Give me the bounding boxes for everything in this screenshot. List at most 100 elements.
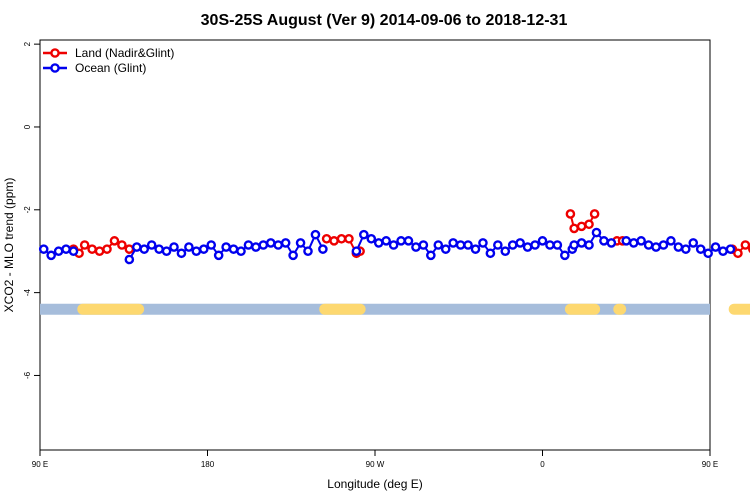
data-point [303,246,313,257]
data-point [537,236,548,246]
data-point [565,209,576,219]
data-point [117,240,127,250]
data-point [221,242,231,252]
data-point [124,244,135,254]
y-tick-label: -2 [23,206,32,214]
y-tick-label: -4 [23,289,32,297]
data-point [176,248,187,259]
data-point [478,238,488,248]
data-point [46,250,56,261]
data-point [621,236,632,246]
data-point [366,233,377,244]
data-point [359,229,369,240]
data-point [265,238,276,248]
legend-marker [50,48,60,58]
data-point [102,244,112,254]
legend-label: Ocean (Glint) [75,61,146,75]
data-point [169,242,179,252]
data-point [38,244,49,254]
data-point [396,236,406,246]
data-point [589,209,600,219]
data-point [507,240,518,250]
data-point [628,238,639,248]
data-point [493,240,503,250]
data-point [688,238,699,248]
legend-label: Land (Nadir&Glint) [75,46,174,60]
y-axis: 2 0 -2 -4 -6 [23,41,40,379]
data-point [599,236,609,246]
data-point [154,244,164,254]
data-point [321,233,332,244]
data-point [191,246,202,257]
data-point [470,244,481,254]
series-layer [38,209,750,265]
data-point [109,236,120,246]
data-point [569,223,579,234]
data-point [61,244,71,254]
data-point [418,240,429,250]
data-point [388,240,399,250]
data-point [161,246,172,257]
data-point [500,246,511,257]
data-point [530,240,540,250]
data-point [228,244,239,254]
data-point [213,250,224,261]
x-tick-label: 180 [201,460,215,469]
data-point [236,246,246,257]
data-point [576,238,587,248]
data-point [124,254,135,265]
data-point [651,242,661,252]
data-point [522,242,533,252]
x-tick-label: 0 [540,460,545,469]
data-point [681,244,691,254]
x-tick-label: 90 W [366,460,385,469]
y-tick-label: 2 [23,41,32,46]
data-point [146,240,157,250]
y-tick-label: -6 [23,371,32,379]
data-point [273,240,284,250]
y-tick-label: 0 [23,124,32,129]
data-point [344,233,354,244]
data-point [718,246,728,257]
data-point [695,244,706,254]
legend-marker [50,63,60,73]
data-point [584,219,594,230]
data-point [545,240,555,250]
data-point [733,248,743,259]
data-point [636,236,646,246]
data-point [463,240,473,250]
data-point [673,242,684,252]
data-point [560,250,570,261]
data-point [403,236,414,246]
data-point [606,238,617,248]
x-tick-label: 90 E [702,460,718,469]
data-point [280,238,291,248]
y-axis-title: XCO2 - MLO trend (ppm) [2,178,16,313]
data-point [318,244,328,254]
data-point [373,238,384,248]
x-tick-label: 90 E [32,460,48,469]
data-point [658,240,669,250]
data-point [310,229,321,240]
data-point [329,236,339,246]
data-point [666,236,676,246]
data-point [243,240,254,250]
data-point [53,246,64,257]
data-point [68,246,79,257]
data-point [206,240,217,250]
data-point [139,244,150,254]
data-point [381,236,391,246]
data-point [485,248,496,259]
data-point [295,238,306,248]
data-point [569,240,579,250]
data-point [433,240,444,250]
data-point [552,240,563,250]
x-axis: 90 E 180 90 W 0 90 E [32,450,718,469]
data-point [251,242,261,252]
legend: Land (Nadir&Glint)Ocean (Glint) [43,46,174,75]
data-point [94,246,105,257]
data-point [411,242,421,252]
chart-title: 30S-25S August (Ver 9) 2014-09-06 to 201… [201,12,568,29]
data-point [351,246,362,257]
